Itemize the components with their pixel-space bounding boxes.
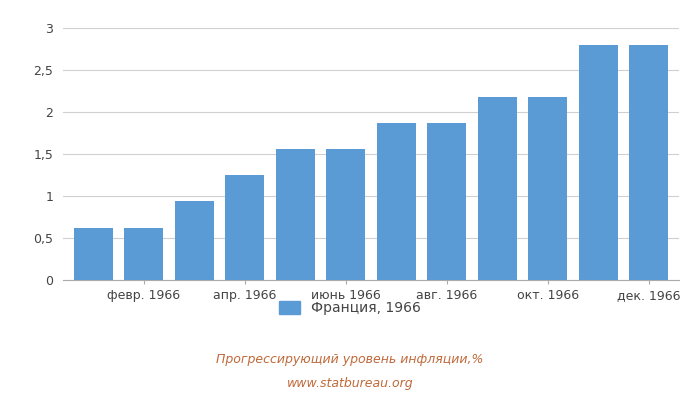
- Bar: [377, 123, 416, 280]
- Bar: [629, 45, 668, 280]
- Legend: Франция, 1966: Франция, 1966: [279, 301, 421, 315]
- Bar: [427, 123, 466, 280]
- Bar: [326, 149, 365, 280]
- Bar: [578, 45, 618, 280]
- Text: www.statbureau.org: www.statbureau.org: [287, 378, 413, 390]
- Bar: [477, 97, 517, 280]
- Bar: [528, 97, 568, 280]
- Bar: [124, 228, 164, 280]
- Text: Прогрессирующий уровень инфляции,%: Прогрессирующий уровень инфляции,%: [216, 354, 484, 366]
- Bar: [225, 175, 265, 280]
- Bar: [276, 149, 315, 280]
- Bar: [74, 228, 113, 280]
- Bar: [174, 201, 214, 280]
